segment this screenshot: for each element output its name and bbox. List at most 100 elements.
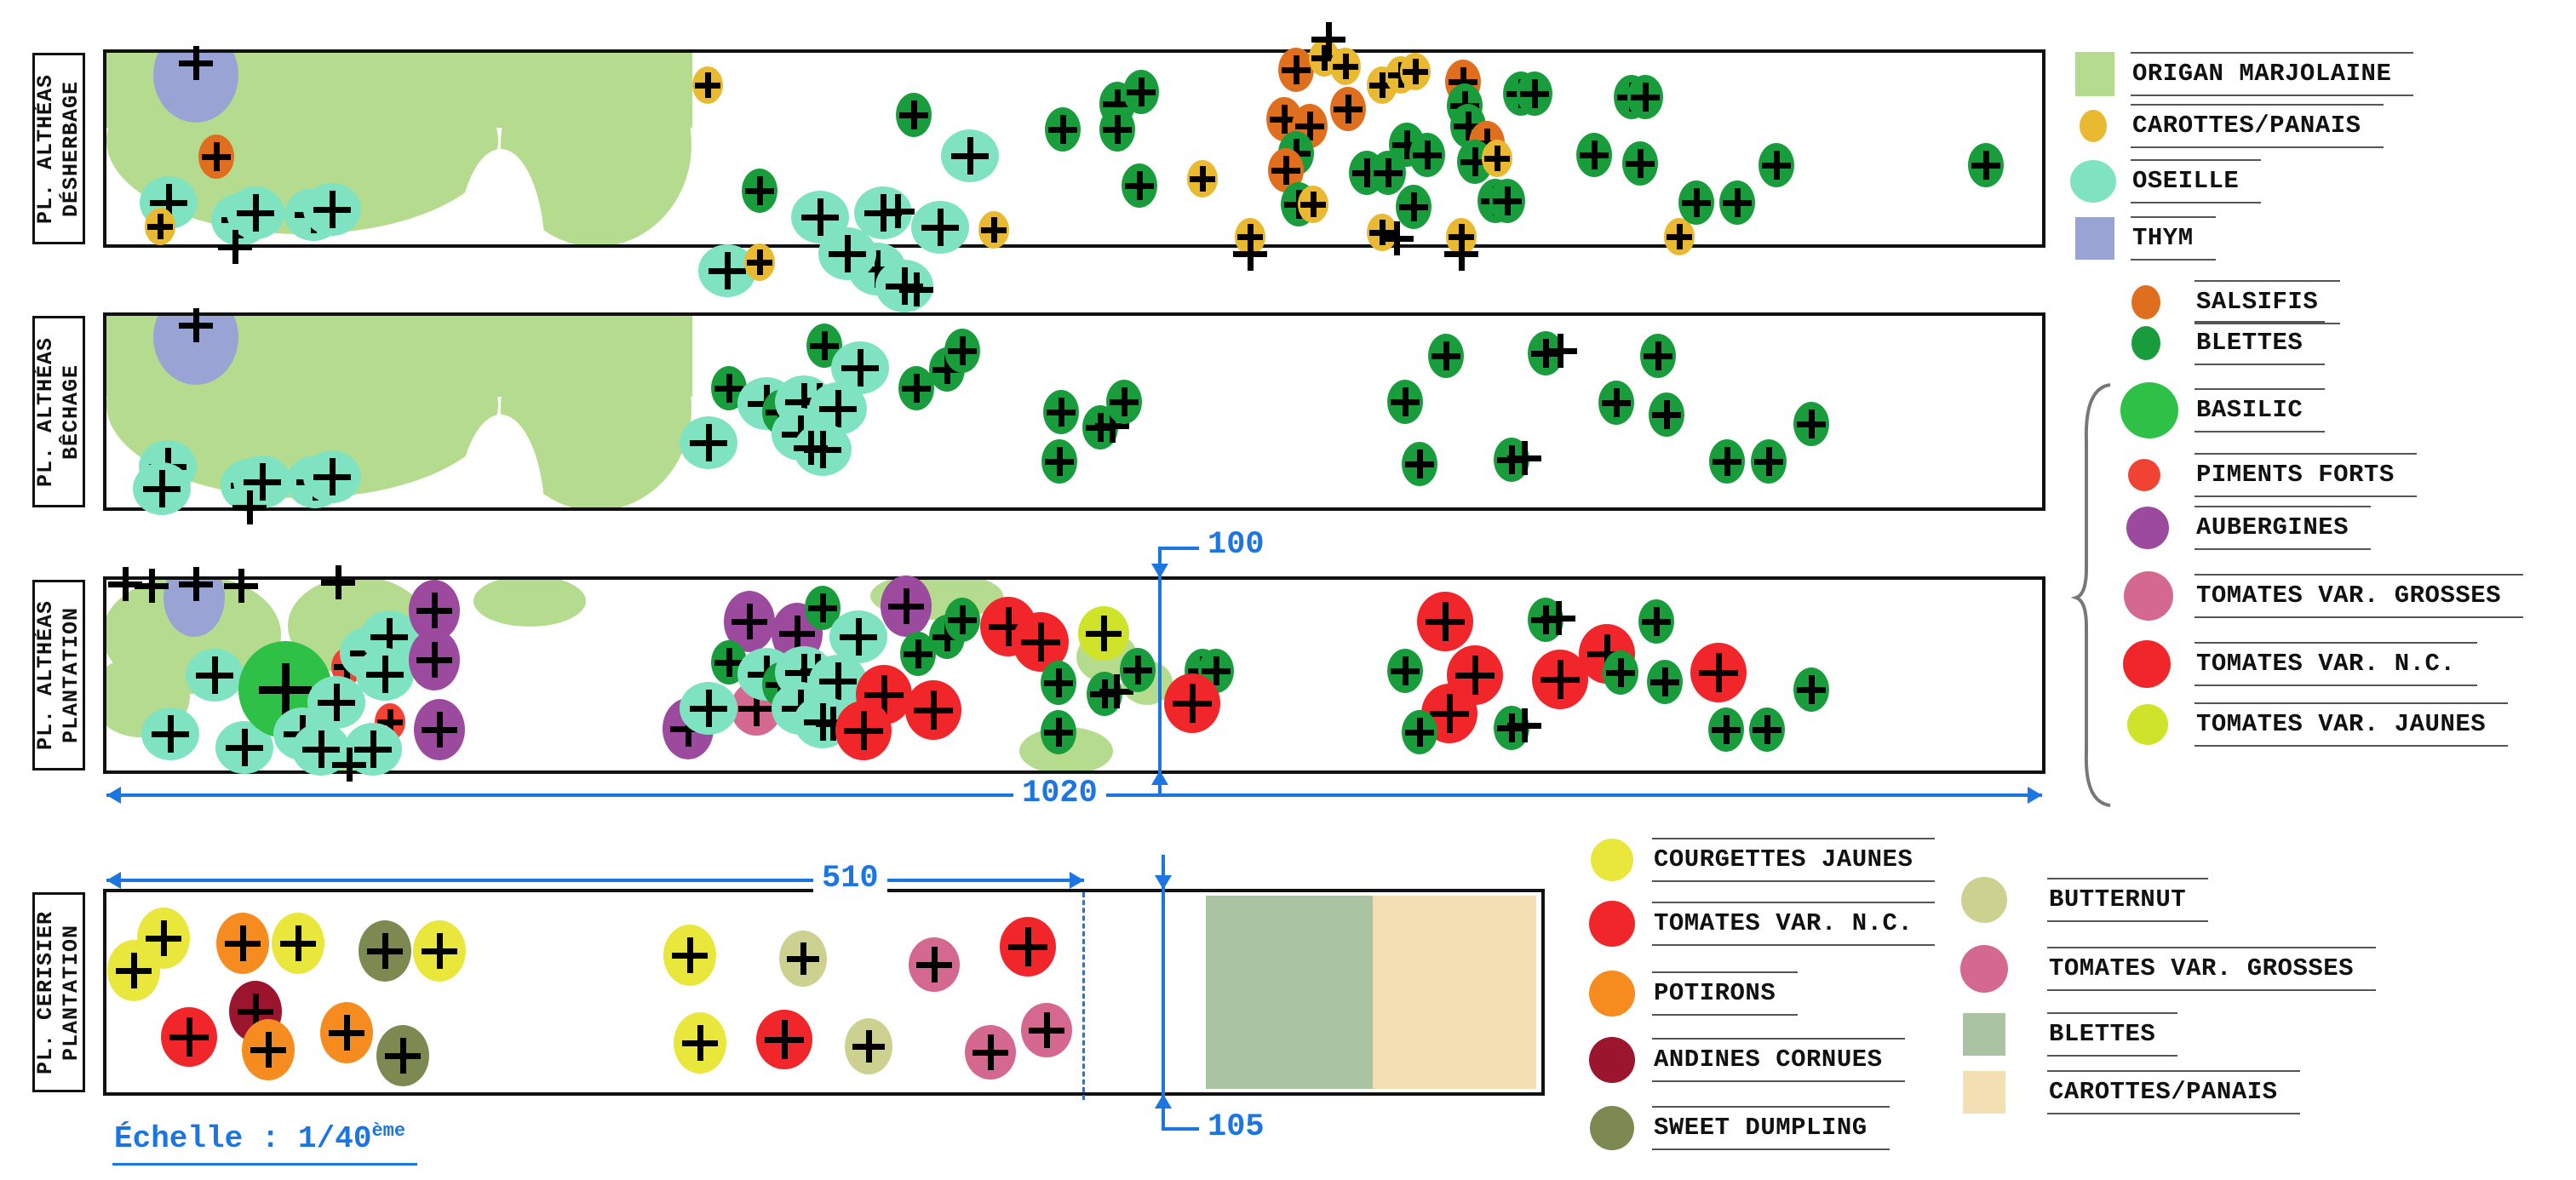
dimension-line-510 bbox=[106, 879, 1084, 882]
legend-swatch-square bbox=[1963, 1013, 2005, 1056]
legend-label: SWEET DUMPLING bbox=[1652, 1106, 1890, 1150]
legend-swatch-circle bbox=[1589, 901, 1635, 947]
plus-mark-bar bbox=[1005, 607, 1012, 646]
plus-mark-bar bbox=[800, 942, 806, 975]
origan-area bbox=[473, 580, 586, 627]
plus-mark-bar bbox=[335, 565, 341, 599]
arrow-left-icon bbox=[106, 872, 121, 889]
plus-mark-bar bbox=[1642, 83, 1649, 112]
bed-label-altheas-plantation: PL. ALTHÉAS PLANTATION bbox=[32, 580, 85, 770]
plus-mark-bar bbox=[1321, 45, 1328, 71]
plus-mark-bar bbox=[1189, 684, 1196, 723]
legend-swatch-circle bbox=[1591, 839, 1633, 881]
dimension-value-105: 105 bbox=[1199, 1110, 1273, 1144]
bed-label-line1: PL. ALTHÉAS bbox=[33, 73, 58, 224]
plus-mark-bar bbox=[1310, 192, 1317, 217]
plus-mark-bar bbox=[232, 230, 238, 264]
brace-icon bbox=[2071, 383, 2111, 807]
plus-mark-bar bbox=[1056, 447, 1063, 476]
plus-mark-bar bbox=[1472, 656, 1478, 695]
blettes_zone-area bbox=[1206, 896, 1373, 1089]
plus-mark-bar bbox=[431, 593, 438, 628]
arrow-down-icon bbox=[1151, 564, 1168, 578]
plus-mark-bar bbox=[855, 618, 862, 656]
legend-swatch-circle bbox=[1590, 1106, 1634, 1150]
plus-mark-bar bbox=[697, 1025, 703, 1061]
plus-mark-bar bbox=[967, 137, 973, 175]
plus-mark-bar bbox=[1100, 616, 1107, 651]
plus-mark-bar bbox=[1138, 77, 1145, 106]
plus-mark-bar bbox=[158, 470, 165, 507]
legend-swatch-circle bbox=[1589, 1037, 1635, 1083]
plus-mark-bar bbox=[343, 1015, 350, 1051]
plus-mark-bar bbox=[819, 593, 826, 622]
plus-mark-bar bbox=[835, 390, 841, 427]
legend-swatch-circle bbox=[2123, 640, 2171, 688]
plus-mark-bar bbox=[1591, 140, 1598, 169]
arrow-up-icon bbox=[1155, 1094, 1172, 1108]
plus-mark-bar bbox=[746, 604, 753, 639]
legend-swatch-circle bbox=[2128, 459, 2160, 491]
legend-label: SALSIFIS bbox=[2194, 280, 2341, 324]
plus-mark-bar bbox=[931, 947, 938, 982]
plus-mark-bar bbox=[399, 1038, 406, 1074]
bed-label-altheas-desherbage: PL. ALTHÉAS DÉSHERBAGE bbox=[32, 53, 85, 244]
plus-mark-bar bbox=[1282, 156, 1289, 185]
legend-swatch-square bbox=[2075, 217, 2114, 260]
plus-mark-bar bbox=[1363, 158, 1370, 187]
plus-mark-bar bbox=[1121, 387, 1127, 416]
legend-label: TOMATES VAR. N.C. bbox=[2194, 642, 2478, 686]
dimension-value-1020: 1020 bbox=[1013, 776, 1106, 811]
plus-mark-bar bbox=[881, 675, 887, 714]
plus-mark-bar bbox=[1715, 653, 1722, 692]
arrow-left-icon bbox=[106, 787, 121, 804]
plus-mark-bar bbox=[821, 331, 828, 360]
legend-label: COURGETTES JAUNES bbox=[1652, 838, 1936, 882]
bed-strip-cerisier bbox=[103, 889, 1545, 1096]
plus-mark-bar bbox=[431, 642, 438, 678]
bed-label-altheas-bechage: PL. ALTHÉAS BÊCHAGE bbox=[32, 316, 85, 507]
bed-label-line2: PLANTATION bbox=[59, 606, 83, 744]
plus-mark-bar bbox=[857, 349, 863, 387]
plus-mark-bar bbox=[1325, 22, 1332, 56]
dimension-elbow-100 bbox=[1158, 547, 1199, 550]
plus-mark-bar bbox=[724, 252, 731, 289]
plus-mark-bar bbox=[192, 46, 199, 80]
plus-mark-bar bbox=[436, 712, 443, 748]
plus-mark-bar bbox=[1403, 130, 1410, 159]
dimension-line-100 bbox=[1158, 547, 1162, 793]
plus-mark-bar bbox=[1043, 1012, 1050, 1048]
plus-mark-bar bbox=[1416, 718, 1423, 747]
plus-mark-bar bbox=[704, 72, 711, 98]
plus-mark-bar bbox=[1113, 674, 1120, 708]
plus-mark-bar bbox=[1773, 151, 1780, 180]
plus-mark-bar bbox=[165, 184, 172, 221]
plus-mark-bar bbox=[192, 567, 199, 601]
plus-mark-bar bbox=[1661, 667, 1668, 696]
plus-mark-bar bbox=[211, 656, 218, 694]
dimension-elbow-105 bbox=[1162, 1127, 1199, 1131]
plus-mark-bar bbox=[894, 194, 901, 228]
plus-mark-bar bbox=[1446, 694, 1453, 733]
plus-mark-bar bbox=[160, 920, 167, 956]
plus-mark-bar bbox=[794, 616, 800, 651]
legend-label: PIMENTS FORTS bbox=[2194, 453, 2417, 497]
plus-mark-bar bbox=[1114, 89, 1121, 118]
plus-mark-bar bbox=[756, 176, 763, 205]
legend-label: BLETTES bbox=[2194, 321, 2326, 365]
plus-mark-bar bbox=[860, 711, 867, 750]
plus-mark-bar bbox=[1521, 441, 1528, 475]
legend-label: ANDINES CORNUES bbox=[1652, 1038, 1905, 1082]
plus-mark-bar bbox=[346, 748, 353, 782]
bed-label-cerisier-plantation: PL. CERISIER PLANTATION bbox=[32, 892, 85, 1092]
plus-mark-bar bbox=[1557, 334, 1563, 368]
plus-mark-bar bbox=[901, 267, 908, 305]
plus-mark-bar bbox=[1037, 622, 1044, 662]
legend-label: TOMATES VAR. GROSSES bbox=[2047, 947, 2377, 991]
plus-mark-bar bbox=[382, 933, 388, 969]
legend-swatch-square bbox=[1963, 1071, 2005, 1114]
plus-mark-bar bbox=[865, 1030, 872, 1063]
legend-swatch-circle bbox=[2070, 160, 2116, 203]
plus-mark-bar bbox=[157, 214, 164, 239]
plus-mark-bar bbox=[1637, 149, 1644, 178]
